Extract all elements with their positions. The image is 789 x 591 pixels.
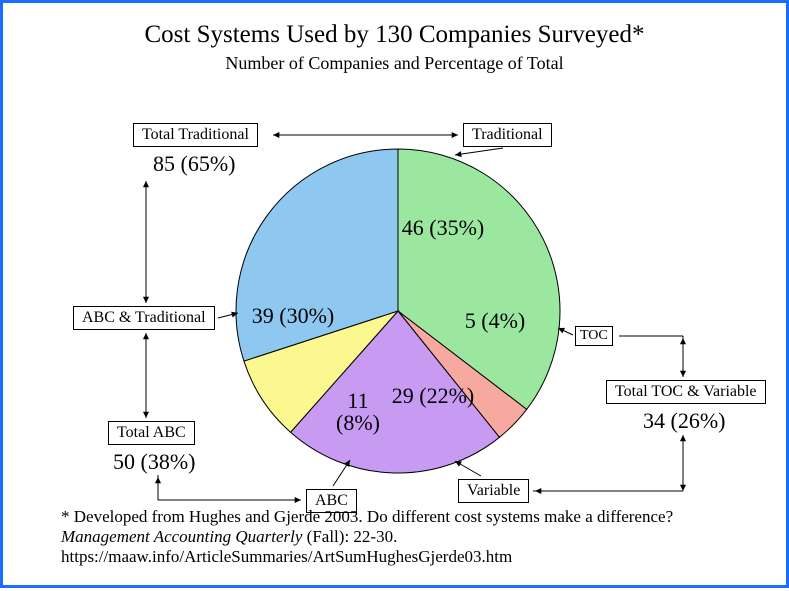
value-total-abc: 50 (38%) bbox=[113, 449, 195, 475]
footnote-line2-rest: (Fall): 22-30. bbox=[302, 527, 397, 546]
value-total-toc-var: 34 (26%) bbox=[643, 408, 725, 434]
footnote-line2: Management Accounting Quarterly (Fall): … bbox=[61, 527, 746, 547]
slice-value-abc_traditional: 39 (30%) bbox=[252, 303, 334, 328]
chart-svg: 46 (35%)5 (4%)29 (22%)11(8%)39 (30%) bbox=[3, 3, 789, 591]
callout-toc: TOC bbox=[575, 326, 613, 346]
slice-value-variable: 29 (22%) bbox=[392, 383, 474, 408]
slice-value-traditional: 46 (35%) bbox=[402, 215, 484, 240]
slice-value-abc: (8%) bbox=[336, 410, 380, 435]
callout-total-toc-var: Total TOC & Variable bbox=[606, 380, 766, 404]
footnote-url: https://maaw.info/ArticleSummaries/ArtSu… bbox=[61, 547, 746, 567]
value-total-traditional: 85 (65%) bbox=[153, 151, 235, 177]
callout-variable: Variable bbox=[458, 479, 529, 503]
chart-footnote: * Developed from Hughes and Gjerde 2003.… bbox=[61, 507, 746, 567]
slice-value-toc: 5 (4%) bbox=[465, 308, 525, 333]
callout-abc-traditional: ABC & Traditional bbox=[73, 306, 215, 330]
footnote-line1: * Developed from Hughes and Gjerde 2003.… bbox=[61, 507, 746, 527]
callout-total-abc: Total ABC bbox=[108, 421, 195, 445]
chart-frame: Cost Systems Used by 130 Companies Surve… bbox=[0, 0, 789, 588]
callout-traditional: Traditional bbox=[463, 123, 552, 147]
footnote-journal: Management Accounting Quarterly bbox=[61, 527, 302, 546]
callout-total-traditional: Total Traditional bbox=[133, 123, 258, 147]
